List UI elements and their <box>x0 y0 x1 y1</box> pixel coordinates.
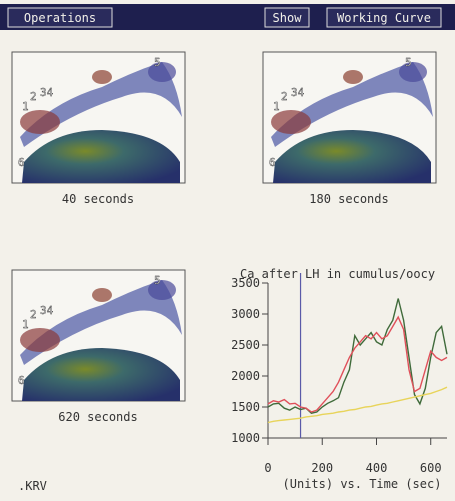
image-panel: 12 34 5 6 <box>11 51 186 184</box>
region-label: 5 <box>154 274 161 287</box>
x-tick-label: 400 <box>366 461 388 475</box>
image-panel: 12 34 5 6 <box>11 269 186 402</box>
series-line <box>267 386 448 424</box>
y-tick-label: 3500 <box>231 276 260 290</box>
cell-image <box>11 269 186 402</box>
panel-caption: 180 seconds <box>309 192 388 206</box>
y-tick-label: 2500 <box>231 338 260 352</box>
region-label: 1 <box>22 100 29 113</box>
region-label: 34 <box>40 86 54 99</box>
x-tick-label: 0 <box>264 461 271 475</box>
y-tick-label: 3000 <box>231 307 260 321</box>
menu-button[interactable]: Operations <box>7 7 113 28</box>
region-label: 5 <box>154 56 161 69</box>
region-label: 1 <box>273 100 280 113</box>
cell-image <box>262 51 437 184</box>
menu-button[interactable]: Working Curve <box>326 7 442 28</box>
y-tick-label: 1000 <box>231 431 260 445</box>
region-label: 6 <box>18 156 25 169</box>
region-label: 6 <box>18 374 25 387</box>
y-tick-label: 1500 <box>231 400 260 414</box>
footer: .KRV <box>18 479 47 493</box>
region-label: 1 <box>22 318 29 331</box>
x-tick-label: 200 <box>311 461 333 475</box>
menu-label[interactable]: Working Curve <box>337 11 431 25</box>
x-axis-label: (Units) vs. Time (sec) <box>283 477 442 491</box>
region-label: 6 <box>269 156 276 169</box>
panel-caption: 40 seconds <box>62 192 134 206</box>
region-label: 5 <box>405 56 412 69</box>
region-label: 34 <box>291 86 305 99</box>
panel-caption: 620 seconds <box>58 410 137 424</box>
cell-image <box>11 51 186 184</box>
x-tick-label: 600 <box>420 461 442 475</box>
menu-label[interactable]: Show <box>273 11 303 25</box>
image-panel: 12 34 5 6 <box>262 51 437 184</box>
series-line <box>267 315 448 413</box>
region-label: 2 <box>30 308 37 321</box>
region-label: 2 <box>30 90 37 103</box>
menu-label[interactable]: Operations <box>24 11 96 25</box>
series-line <box>267 298 448 414</box>
chart-title: Ca after LH in cumulus/oocy <box>240 267 435 281</box>
region-label: 2 <box>281 90 288 103</box>
y-tick-label: 2000 <box>231 369 260 383</box>
region-label: 34 <box>40 304 54 317</box>
menu-button[interactable]: Show <box>264 7 310 28</box>
